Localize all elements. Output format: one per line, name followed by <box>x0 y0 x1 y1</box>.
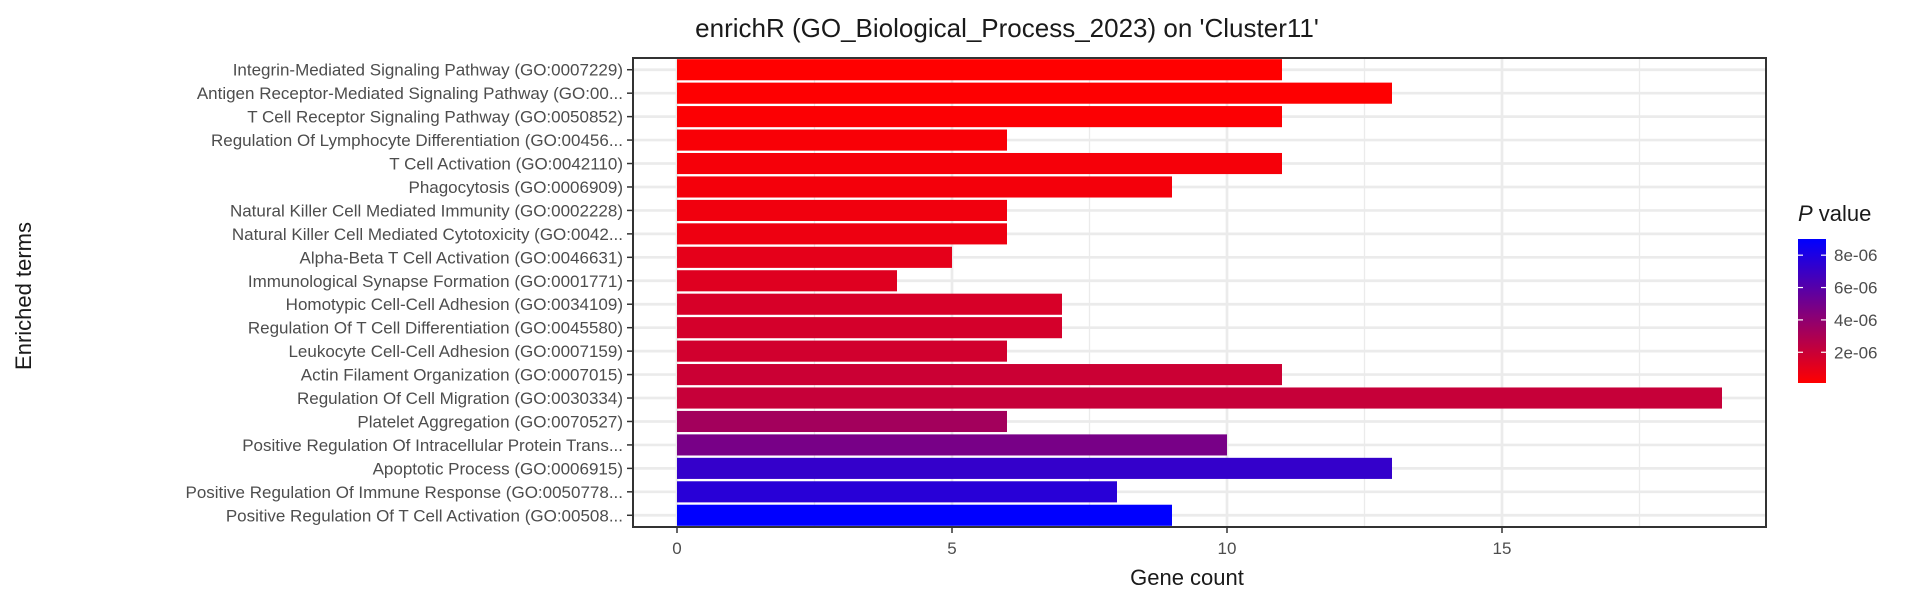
y-tick-label: Positive Regulation Of Intracellular Pro… <box>242 436 623 455</box>
y-tick-label: Natural Killer Cell Mediated Immunity (G… <box>230 201 623 220</box>
y-tick-label: Regulation Of Lymphocyte Differentiation… <box>211 131 623 150</box>
y-tick-label: Regulation Of Cell Migration (GO:0030334… <box>297 389 623 408</box>
plot-area: Integrin-Mediated Signaling Pathway (GO:… <box>185 57 1767 558</box>
x-tick-label: 5 <box>947 539 956 558</box>
y-tick-label: Immunological Synapse Formation (GO:0001… <box>248 272 623 291</box>
bar-13 <box>677 340 1007 362</box>
bar-1 <box>677 59 1282 81</box>
y-tick-label: Homotypic Cell-Cell Adhesion (GO:0034109… <box>286 295 623 314</box>
bar-18 <box>677 457 1392 479</box>
y-tick-label: Regulation Of T Cell Differentiation (GO… <box>248 319 623 338</box>
y-tick-label: Platelet Aggregation (GO:0070527) <box>357 412 623 431</box>
x-axis-title: Gene count <box>1130 565 1244 590</box>
legend-tick-label: 2e-06 <box>1834 343 1877 362</box>
bar-17 <box>677 434 1227 456</box>
y-tick-label: Apoptotic Process (GO:0006915) <box>373 459 623 478</box>
legend-title-rest: value <box>1813 201 1872 226</box>
legend-title: P value <box>1798 201 1871 226</box>
y-tick-label: Positive Regulation Of T Cell Activation… <box>226 506 623 525</box>
bar-9 <box>677 246 952 268</box>
bar-3 <box>677 106 1282 128</box>
legend-title-italic: P <box>1798 201 1813 226</box>
y-tick-label: Leukocyte Cell-Cell Adhesion (GO:0007159… <box>288 342 623 361</box>
y-axis-title: Enriched terms <box>11 222 36 370</box>
bar-14 <box>677 364 1282 386</box>
plot-background <box>633 58 1766 527</box>
bar-16 <box>677 410 1007 433</box>
x-tick-label: 0 <box>672 539 681 558</box>
legend-tick-label: 6e-06 <box>1834 279 1877 298</box>
y-tick-label: Positive Regulation Of Immune Response (… <box>185 483 623 502</box>
legend-tick-label: 8e-06 <box>1834 246 1877 265</box>
y-tick-label: Integrin-Mediated Signaling Pathway (GO:… <box>233 61 623 80</box>
bar-5 <box>677 152 1282 175</box>
legend: P value 2e-06 4e-06 6e-06 8e-06 <box>1798 201 1877 383</box>
bar-12 <box>677 317 1062 339</box>
y-tick-label: Natural Killer Cell Mediated Cytotoxicit… <box>232 225 623 244</box>
legend-tick-label: 4e-06 <box>1834 311 1877 330</box>
x-tick-label: 15 <box>1493 539 1512 558</box>
bar-10 <box>677 270 897 292</box>
legend-colorbar <box>1798 239 1826 383</box>
bar-15 <box>677 387 1722 409</box>
bar-4 <box>677 129 1007 151</box>
bar-2 <box>677 82 1392 104</box>
bar-8 <box>677 223 1007 245</box>
y-tick-label: T Cell Activation (GO:0042110) <box>389 155 623 174</box>
y-tick-label: Phagocytosis (GO:0006909) <box>408 178 623 197</box>
bar-19 <box>677 481 1117 503</box>
bar-11 <box>677 293 1062 315</box>
bar-7 <box>677 199 1007 221</box>
chart-title: enrichR (GO_Biological_Process_2023) on … <box>695 13 1319 43</box>
bar-6 <box>677 176 1172 198</box>
plot-border <box>632 57 1767 528</box>
y-tick-label: T Cell Receptor Signaling Pathway (GO:00… <box>247 108 623 127</box>
y-tick-label: Actin Filament Organization (GO:0007015) <box>301 366 623 385</box>
y-tick-label: Antigen Receptor-Mediated Signaling Path… <box>197 84 623 103</box>
bar-20 <box>677 504 1172 526</box>
y-tick-label: Alpha-Beta T Cell Activation (GO:0046631… <box>300 248 624 267</box>
x-tick-label: 10 <box>1218 539 1237 558</box>
